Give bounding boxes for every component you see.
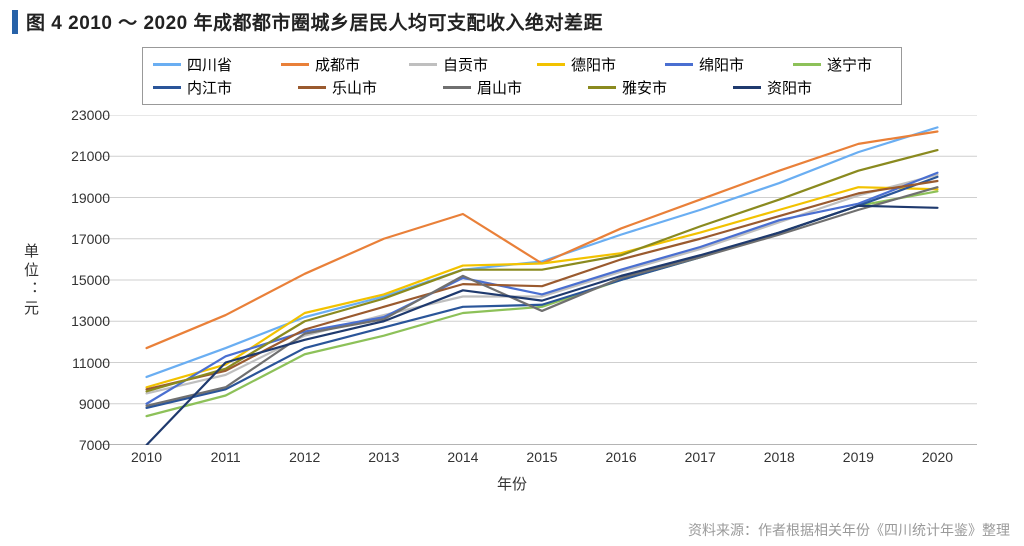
legend-item: 内江市	[153, 77, 268, 98]
legend-item: 遂宁市	[793, 54, 891, 75]
legend-label: 四川省	[187, 54, 232, 75]
series-line	[147, 132, 938, 349]
legend-item: 资阳市	[733, 77, 848, 98]
x-tick-label: 2014	[447, 449, 478, 465]
y-tick-label: 15000	[50, 272, 110, 288]
source-note: 资料来源：作者根据相关年份《四川统计年鉴》整理	[688, 520, 1010, 540]
y-tick-label: 13000	[50, 313, 110, 329]
legend-swatch	[153, 63, 181, 66]
legend-swatch	[793, 63, 821, 66]
title-row: 图 4 2010 ～ 2020 年成都都市圈城乡居民人均可支配收入绝对差距	[0, 0, 1024, 41]
x-tick-label: 2020	[922, 449, 953, 465]
legend-label: 眉山市	[477, 77, 522, 98]
figure-container: 图 4 2010 ～ 2020 年成都都市圈城乡居民人均可支配收入绝对差距 四川…	[0, 0, 1024, 546]
legend-item: 德阳市	[537, 54, 635, 75]
x-tick-label: 2016	[606, 449, 637, 465]
series-line	[147, 206, 938, 445]
y-tick-label: 11000	[50, 355, 110, 371]
legend-item: 自贡市	[409, 54, 507, 75]
legend-item: 雅安市	[588, 77, 703, 98]
y-tick-label: 19000	[50, 190, 110, 206]
legend-swatch	[665, 63, 693, 66]
legend-swatch	[588, 86, 616, 89]
legend-label: 遂宁市	[827, 54, 872, 75]
y-axis-label: 单位：元	[20, 243, 41, 319]
x-tick-label: 2018	[764, 449, 795, 465]
legend-swatch	[281, 63, 309, 66]
legend-label: 资阳市	[767, 77, 812, 98]
x-tick-label: 2013	[368, 449, 399, 465]
legend-swatch	[153, 86, 181, 89]
legend-label: 内江市	[187, 77, 232, 98]
legend-item: 四川省	[153, 54, 251, 75]
x-axis-label: 年份	[497, 473, 527, 494]
legend-item: 乐山市	[298, 77, 413, 98]
title-accent-bar	[12, 10, 18, 34]
legend-swatch	[443, 86, 471, 89]
y-tick-label: 17000	[50, 231, 110, 247]
legend-label: 成都市	[315, 54, 360, 75]
y-tick-label: 21000	[50, 148, 110, 164]
figure-title: 图 4 2010 ～ 2020 年成都都市圈城乡居民人均可支配收入绝对差距	[26, 8, 603, 35]
legend-label: 乐山市	[332, 77, 377, 98]
x-tick-label: 2011	[211, 449, 241, 465]
legend-item: 绵阳市	[665, 54, 763, 75]
legend-swatch	[298, 86, 326, 89]
x-tick-label: 2012	[289, 449, 320, 465]
legend-item: 成都市	[281, 54, 379, 75]
x-tick-label: 2017	[685, 449, 716, 465]
legend-swatch	[537, 63, 565, 66]
y-tick-label: 23000	[50, 107, 110, 123]
legend: 四川省 成都市 自贡市 德阳市 绵阳市 遂宁市内江市 乐山市 眉山市 雅安市 资阳市	[142, 47, 902, 105]
legend-label: 绵阳市	[699, 54, 744, 75]
plot-region	[97, 115, 987, 445]
x-tick-label: 2010	[131, 449, 162, 465]
plot-svg	[97, 115, 987, 445]
y-tick-label: 7000	[50, 437, 110, 453]
legend-label: 自贡市	[443, 54, 488, 75]
legend-label: 雅安市	[622, 77, 667, 98]
legend-swatch	[409, 63, 437, 66]
legend-swatch	[733, 86, 761, 89]
y-tick-label: 9000	[50, 396, 110, 412]
legend-label: 德阳市	[571, 54, 616, 75]
legend-item: 眉山市	[443, 77, 558, 98]
chart-area: 四川省 成都市 自贡市 德阳市 绵阳市 遂宁市内江市 乐山市 眉山市 雅安市 资阳市 单位：元 年…	[12, 41, 1012, 501]
x-tick-label: 2019	[843, 449, 874, 465]
x-tick-label: 2015	[526, 449, 557, 465]
